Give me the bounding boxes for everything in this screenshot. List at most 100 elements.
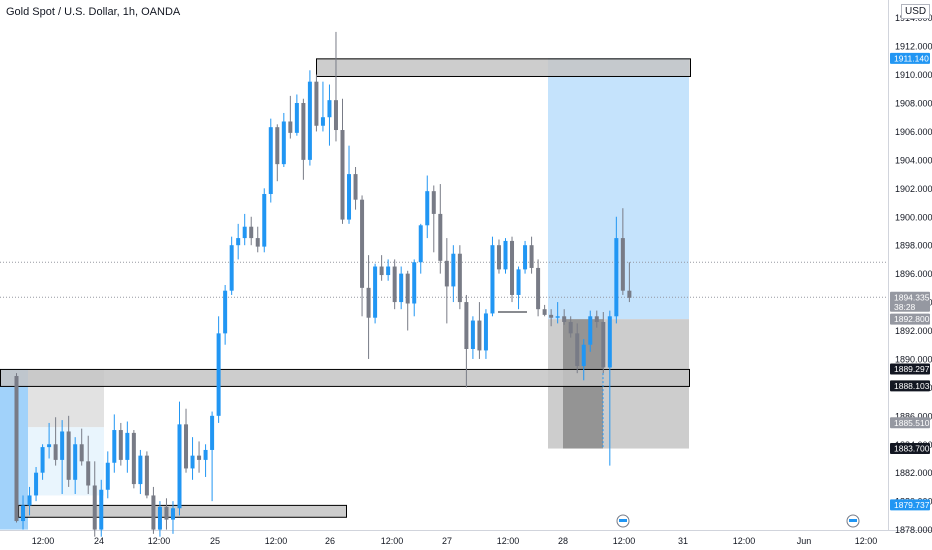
x-tick-label: 12:00 [148,536,171,546]
candle-body [73,444,78,480]
candle-body [229,245,234,291]
candle-body [353,174,358,200]
candle-body [197,455,202,460]
candle-body [255,238,260,247]
demand-zone [0,368,690,387]
x-tick-label: 27 [442,536,452,546]
candle-body [281,121,286,165]
candle-body [555,316,560,318]
x-tick-label: 12:00 [381,536,404,546]
candle-body [360,199,365,288]
price-label: 1889.297 [890,363,930,375]
y-tick-label: 1904.000 [895,155,932,165]
price-label-bg [890,380,930,392]
candle-body [249,226,254,239]
candle-body [405,273,410,304]
candle-body [125,432,130,460]
event-icon-flag [849,519,857,522]
candle-body [529,245,534,268]
y-tick-label: 1890.000 [895,354,932,364]
candle-body [66,431,71,480]
candle-body [203,449,208,460]
y-tick-label: 1906.000 [895,127,932,137]
price-label: 1879.737 [890,499,930,511]
candle-body [425,191,430,226]
candle-body [581,344,586,367]
candle-body [438,213,443,261]
price-label-text: 1879.737 [894,500,930,510]
candle-body [607,316,612,368]
y-tick-label: 1882.000 [895,468,932,478]
x-tick-label: 12:00 [265,536,288,546]
candle-body [470,320,475,349]
candle-body [184,424,189,469]
candle-body [216,333,221,416]
candle-body [47,444,52,448]
candle-body [157,506,162,530]
price-label-bg [890,417,930,429]
candle-body [79,444,84,462]
price-label-bg [890,443,930,455]
candle-body [131,432,136,485]
candle-body [223,290,228,334]
candle-body [144,455,149,496]
candle-body [614,238,619,317]
candle-body [490,245,495,314]
currency-label[interactable]: USD [901,4,931,19]
price-label: 1888.103 [890,380,930,392]
price-label: 1892.800 [890,313,930,325]
y-tick-label: 1912.000 [895,42,932,52]
candle-body [412,262,417,304]
candle-body [294,103,299,133]
candle-body [314,81,319,126]
lower-zone [18,504,347,518]
x-tick-label: 28 [558,536,568,546]
candle-body [366,287,371,318]
price-label-text: 1883.700 [894,444,930,454]
candle-body [575,333,580,367]
candle-body [320,117,325,126]
candle-body [86,461,91,486]
candle-body [347,174,352,220]
candle-body [236,238,241,246]
candle-body [451,253,456,287]
x-tick-label: 12:00 [613,536,636,546]
candle-body [503,240,508,270]
candle-body [523,245,528,270]
prior-light-area [28,427,104,496]
candle-body [477,320,482,351]
candle-body [496,245,501,270]
candle-body [431,191,436,214]
price-label-countdown: 38:28 [894,302,916,312]
candle-body [99,489,104,530]
candle-body [118,430,123,460]
x-tick-label: 26 [325,536,335,546]
y-tick-label: 1878.000 [895,525,932,535]
y-tick-label: 1898.000 [895,241,932,251]
y-tick-label: 1908.000 [895,99,932,109]
candle-body [464,302,469,349]
candle-body [288,121,293,133]
candle-body [105,462,110,490]
candle-body [399,273,404,303]
candle-body [170,508,175,520]
x-tick-label: 12:00 [733,536,756,546]
price-label: 1885.510 [890,417,930,429]
candle-body [620,238,625,291]
candle-body [333,100,338,131]
supply-zone [316,58,691,77]
price-label-bg [890,363,930,375]
price-label-bg [890,313,930,325]
candle-body [27,495,32,506]
candle-body [444,260,449,287]
candle-body [307,81,312,160]
candle-body [190,455,195,469]
candle-body [34,472,39,496]
price-label-text: 1888.103 [894,381,930,391]
price-label-bg [890,52,930,64]
candle-body [138,455,143,485]
candle-body [327,100,332,118]
price-label-bg [890,499,930,511]
